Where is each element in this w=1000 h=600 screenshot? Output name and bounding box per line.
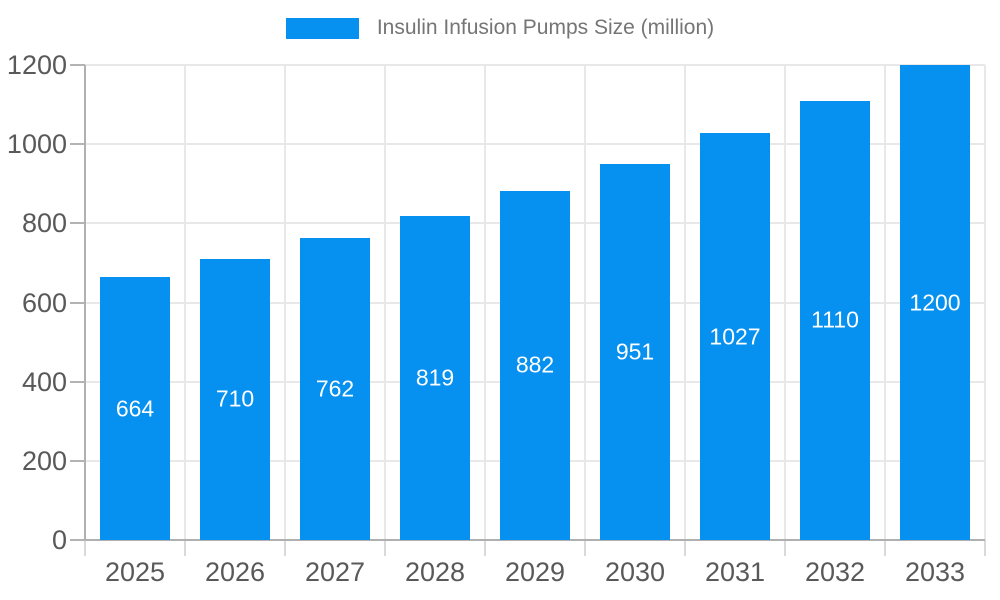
x-axis-category-label: 2032 xyxy=(804,557,866,587)
x-axis-category-label: 2030 xyxy=(604,557,666,587)
x-axis-category-label: 2027 xyxy=(304,557,366,587)
y-axis-tick xyxy=(70,459,85,462)
x-axis-tick xyxy=(284,540,286,556)
y-axis-tick-label: 800 xyxy=(21,208,67,239)
x-gridline xyxy=(484,65,486,540)
x-axis-tick xyxy=(584,540,586,556)
x-gridline xyxy=(684,65,686,540)
legend-swatch-icon xyxy=(285,17,359,39)
x-axis-category-label: 2029 xyxy=(504,557,566,587)
y-axis-tick xyxy=(70,64,85,66)
x-gridline xyxy=(584,65,586,540)
y-axis-tick xyxy=(70,301,85,304)
bar-2026[interactable]: 710 xyxy=(200,258,270,540)
x-axis-tick xyxy=(84,540,86,556)
bar-2025[interactable]: 664 xyxy=(100,277,170,540)
x-gridline xyxy=(284,65,286,540)
x-axis-tick xyxy=(684,540,686,556)
x-axis-tick xyxy=(484,540,486,556)
y-axis-tick-label: 600 xyxy=(21,287,67,318)
x-axis-tick xyxy=(884,540,886,556)
y-axis-tick-label: 400 xyxy=(21,366,67,397)
y-gridline xyxy=(85,64,985,66)
bar-value-label: 1027 xyxy=(709,323,761,350)
legend-series-label: Insulin Infusion Pumps Size (million) xyxy=(376,16,715,39)
bar-value-label: 819 xyxy=(415,364,455,391)
bar-value-label: 1110 xyxy=(811,306,859,333)
bar-2032[interactable]: 1110 xyxy=(800,100,870,540)
bar-2033[interactable]: 1200 xyxy=(900,65,970,540)
bar-2030[interactable]: 951 xyxy=(600,163,670,540)
bar-2031[interactable]: 1027 xyxy=(700,133,770,540)
y-axis-line xyxy=(84,65,86,541)
x-axis-tick xyxy=(984,540,986,556)
bar-value-label: 951 xyxy=(615,338,655,365)
x-axis-category-label: 2031 xyxy=(704,557,766,587)
bar-value-label: 1200 xyxy=(909,289,961,315)
x-axis-tick xyxy=(184,540,186,556)
x-axis-tick xyxy=(784,540,786,556)
bar-value-label: 664 xyxy=(115,395,155,422)
chart-legend[interactable]: Insulin Infusion Pumps Size (million) xyxy=(0,16,1000,40)
y-axis-tick xyxy=(70,539,85,541)
x-axis-category-label: 2025 xyxy=(104,557,166,587)
x-axis-category-label: 2026 xyxy=(204,557,266,587)
bar-value-label: 710 xyxy=(215,385,255,412)
bar-2027[interactable]: 762 xyxy=(300,238,370,540)
y-axis-tick-label: 0 xyxy=(51,525,67,555)
bar-2029[interactable]: 882 xyxy=(500,190,570,540)
x-gridline xyxy=(384,65,386,540)
x-axis-category-label: 2033 xyxy=(904,557,966,587)
x-gridline xyxy=(884,65,886,540)
y-gridline xyxy=(85,143,985,146)
x-axis-tick xyxy=(384,540,386,556)
x-axis-category-label: 2028 xyxy=(404,557,466,587)
y-axis-tick-label: 1000 xyxy=(6,129,67,160)
y-axis-tick xyxy=(70,143,85,146)
y-axis-tick-label: 1200 xyxy=(6,50,67,80)
x-axis-line xyxy=(85,539,985,541)
x-gridline xyxy=(184,65,186,540)
y-axis-tick xyxy=(70,380,85,383)
x-gridline xyxy=(984,65,986,540)
y-axis-tick xyxy=(70,222,85,225)
y-axis-tick-label: 200 xyxy=(21,445,67,476)
bar-value-label: 882 xyxy=(515,351,555,378)
bar-2028[interactable]: 819 xyxy=(400,215,470,540)
x-gridline xyxy=(784,65,786,540)
bar-value-label: 762 xyxy=(315,375,355,402)
